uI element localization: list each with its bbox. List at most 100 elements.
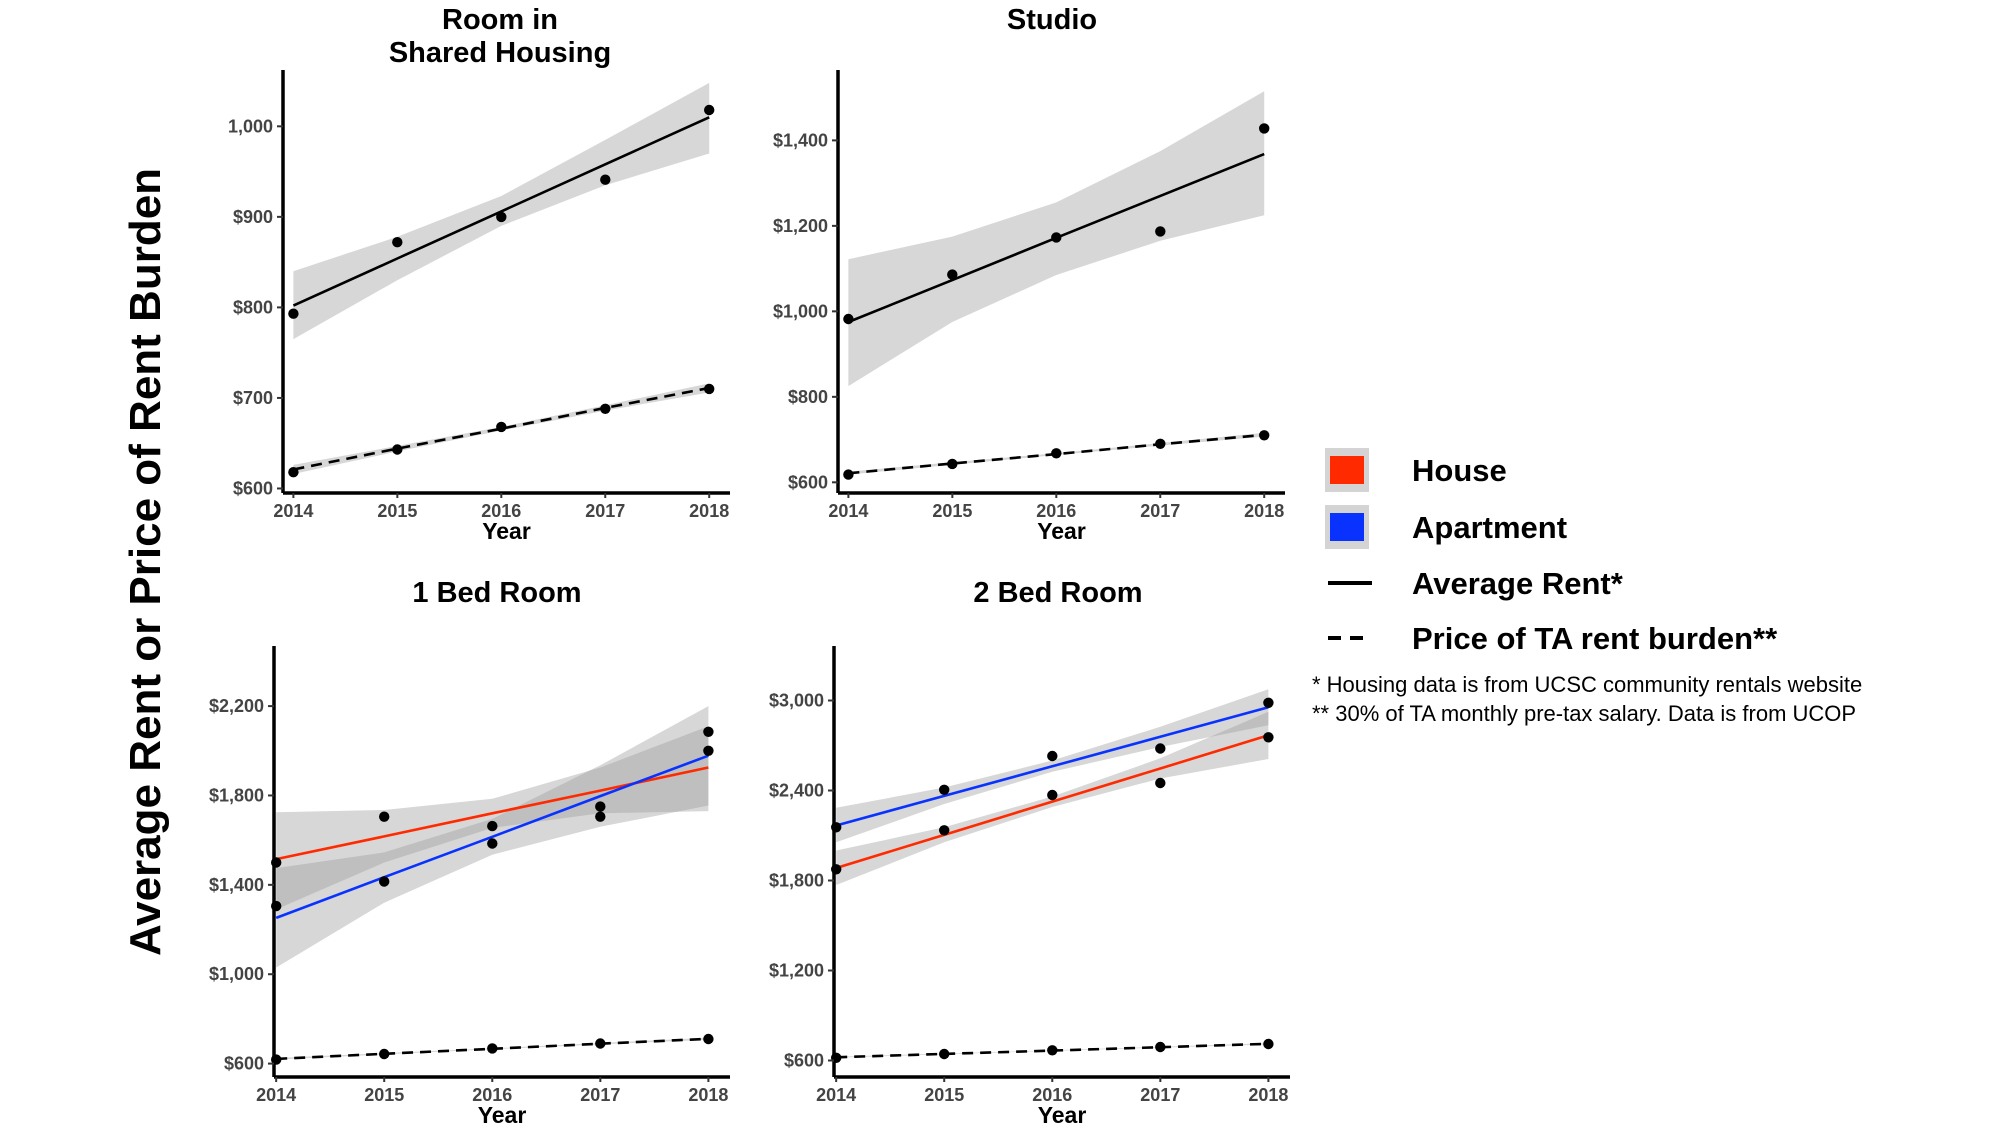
data-point [379,876,390,887]
legend-note-2: ** 30% of TA monthly pre-tax salary. Dat… [1312,701,1856,726]
x-axis-title: Year [1038,1102,1087,1125]
x-tick-label: 2014 [256,1085,296,1105]
x-tick-label: 2017 [1140,1085,1180,1105]
data-point [496,211,507,223]
y-tick-label: $1,800 [769,871,824,891]
data-point [487,838,498,849]
data-point [1263,697,1274,708]
x-tick-label: 2016 [1032,1085,1072,1105]
data-point [487,820,498,832]
legend-label: Price of TA rent burden** [1412,621,1778,656]
trend-line [275,754,709,920]
x-tick-label: 2015 [377,501,417,521]
data-point [496,421,507,433]
data-point [379,1048,390,1060]
x-tick-label: 2015 [924,1085,964,1105]
y-tick-label: $3,000 [769,691,824,711]
legend-item-house: House [1325,448,1507,492]
trend-line [292,116,710,307]
x-tick-label: 2018 [688,1085,728,1105]
y-tick-label: $600 [224,1054,264,1074]
data-point [1259,430,1270,441]
y-tick-label: $1,000 [209,964,264,984]
y-tick-label: $600 [788,472,828,492]
legend-label: Apartment [1412,510,1567,545]
data-point [939,825,950,836]
data-point [703,745,714,756]
data-point [1155,1041,1166,1053]
data-point [595,801,606,812]
legend-note-1: * Housing data is from UCSC community re… [1312,672,1862,697]
legend-label: House [1412,453,1507,488]
data-point [1155,743,1166,754]
y-tick-label: $800 [788,387,828,407]
data-point [947,269,958,280]
trend-line [835,706,1269,827]
x-tick-label: 2016 [472,1085,512,1105]
legend-item-price-of-ta-rent-burden: Price of TA rent burden** [1328,621,1778,656]
y-tick-label: $1,400 [209,875,264,895]
legend-label: Average Rent* [1412,566,1624,601]
y-tick-label: $1,800 [209,785,264,805]
y-tick-label: $900 [233,207,273,227]
data-point [1155,438,1166,449]
y-tick-label: $2,400 [769,781,824,801]
legend: House Apartment Average Rent* Price of TA r… [1312,448,1862,726]
panel-title: 1 Bed Room [412,577,581,609]
panel-3: 1 Bed Room $600 $1,000 $1,400 $1,800 $2,200 20… [209,577,730,1125]
panel-title-line-2: Shared Housing [389,37,611,69]
x-tick-label: 2016 [481,501,521,521]
data-point [600,174,611,185]
data-point [595,811,606,822]
legend-color-swatch [1330,456,1364,484]
x-tick-label: 2017 [580,1085,620,1105]
x-tick-label: 2014 [816,1085,856,1105]
data-point [1263,732,1274,743]
data-point [487,1043,498,1054]
data-point [379,811,390,822]
data-point [947,458,958,470]
data-point [1051,448,1062,459]
legend-item-apartment: Apartment [1325,505,1567,549]
data-point [595,1038,606,1049]
data-point [392,237,403,248]
data-point [843,313,854,325]
data-point [1155,226,1166,237]
x-tick-label: 2018 [1248,1085,1288,1105]
data-point [1047,1045,1058,1056]
data-point [288,308,299,319]
y-tick-label: $1,000 [773,301,828,321]
y-tick-label: 1,000 [228,116,273,136]
x-tick-label: 2017 [1140,501,1180,521]
x-axis-title: Year [1037,518,1086,544]
data-point [1155,777,1166,789]
data-point [703,726,714,737]
data-point [288,467,299,478]
panel-title: 2 Bed Room [973,577,1142,609]
x-tick-label: 2015 [364,1085,404,1105]
y-tick-label: $2,200 [209,696,264,716]
y-tick-label: $600 [233,478,273,498]
confidence-band [276,726,709,910]
data-point [939,784,950,795]
data-point [703,1033,714,1045]
trend-line [835,734,1269,870]
data-point [843,469,854,480]
data-point [704,383,715,395]
x-axis-title: Year [478,1102,527,1125]
data-point [1051,232,1062,243]
x-tick-label: 2018 [689,501,729,521]
data-point [1259,123,1270,134]
data-point [704,104,715,116]
data-point [1047,789,1058,801]
data-point [392,444,403,455]
panel-2: Studio $600 $800 $1,000 $1,200 $1,400 2014 2015… [773,4,1285,544]
panel-title-line-1: Room in [442,4,558,36]
legend-color-swatch [1330,513,1364,541]
x-tick-label: 2014 [273,501,313,521]
x-tick-label: 2018 [1244,501,1284,521]
y-tick-label: $1,400 [773,130,828,150]
